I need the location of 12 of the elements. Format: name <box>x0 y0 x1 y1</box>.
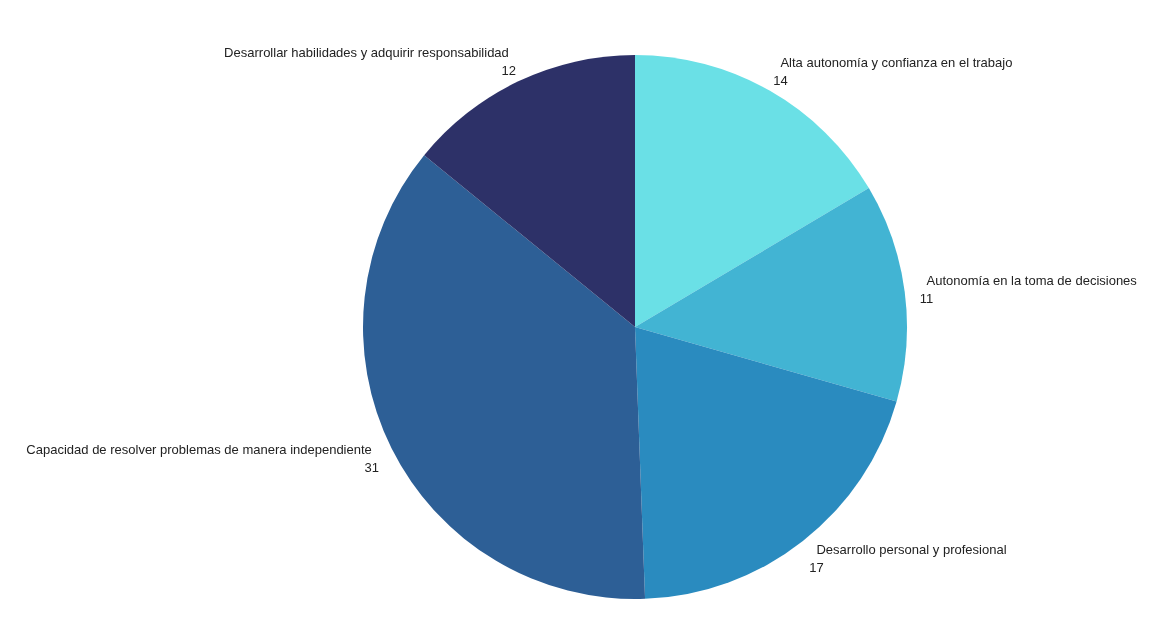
pie-slice <box>635 188 907 402</box>
data-label: 12 <box>501 63 517 79</box>
pie-slice <box>635 55 869 327</box>
slice-label: Alta autonomía y confianza en el trabajo <box>780 55 1013 71</box>
data-label: 31 <box>364 460 380 476</box>
slice-label: Desarrollo personal y profesional <box>816 542 1007 558</box>
slice-label: Autonomía en la toma de decisiones <box>926 273 1138 289</box>
slice-label: Capacidad de resolver problemas de manera independiente <box>26 442 372 458</box>
data-label: 14 <box>773 73 788 89</box>
data-label: 11 <box>919 291 934 307</box>
data-label: 17 <box>809 560 824 576</box>
slice-label: Desarrollar habilidades y adquirir responsabilidad <box>224 45 509 61</box>
